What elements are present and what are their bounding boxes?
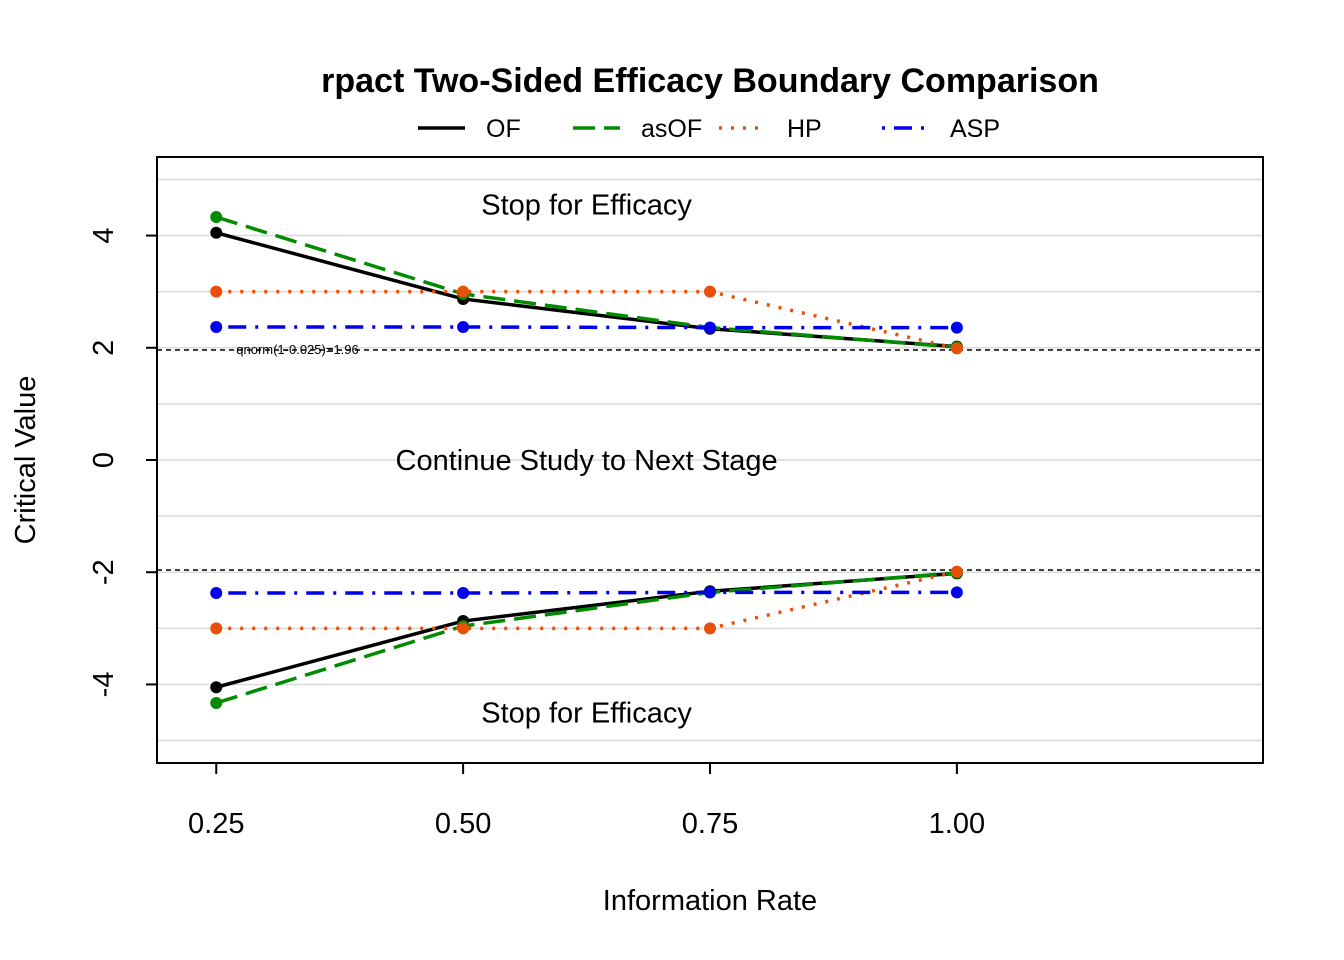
legend-item-asp: ASP <box>882 115 1000 143</box>
series-line-asp-lower <box>216 590 957 595</box>
legend: OF asOF HP ASP <box>418 115 1000 143</box>
series-line-asof-upper <box>215 215 958 349</box>
legend-item-asof: asOF <box>573 115 702 143</box>
legend-item-hp: HP <box>719 115 822 143</box>
legend-label-asof: asOF <box>641 115 702 143</box>
y-tick-label: -4 <box>88 672 120 698</box>
x-axis-label: Information Rate <box>603 885 817 917</box>
y-axis-label: Critical Value <box>10 376 42 545</box>
y-tick-label: -2 <box>88 559 120 585</box>
point-asp-lower <box>210 586 223 599</box>
series-hp <box>210 285 963 635</box>
x-tick-label: 0.50 <box>435 808 491 840</box>
legend-label-hp: HP <box>787 115 822 143</box>
point-hp-upper <box>704 285 716 298</box>
point-asof-lower <box>210 696 223 709</box>
point-hp-upper <box>210 285 223 298</box>
series-line-asof-lower <box>215 571 958 705</box>
y-tick-label: 4 <box>88 227 120 243</box>
series-line-of-upper <box>215 231 958 349</box>
reference-line-label: qnorm(1-0.025)=1.96 <box>236 342 359 357</box>
series-asp <box>210 321 963 599</box>
axes: 0.25 0.50 0.75 1.00 -4 -2 0 2 4 <box>88 227 985 840</box>
point-hp-lower <box>210 622 223 635</box>
x-tick-label: 0.25 <box>188 808 244 840</box>
point-hp-upper <box>457 285 470 298</box>
point-asp-lower <box>704 586 716 599</box>
x-tick-label: 0.75 <box>682 808 738 840</box>
y-tick-label: 2 <box>88 340 120 356</box>
point-asp-lower <box>457 586 470 599</box>
y-tick-label: 0 <box>88 452 120 468</box>
series-line-asp-upper <box>216 325 957 330</box>
reference-lines: qnorm(1-0.025)=1.96 <box>157 342 1263 571</box>
legend-label-of: OF <box>486 115 521 143</box>
legend-item-of: OF <box>418 115 521 143</box>
point-asp-upper <box>704 321 716 334</box>
point-of-lower <box>210 681 223 694</box>
region-label: Stop for Efficacy <box>481 698 692 730</box>
chart-title: rpact Two-Sided Efficacy Boundary Compar… <box>321 62 1099 100</box>
region-label: Continue Study to Next Stage <box>396 445 778 477</box>
point-asof-upper <box>210 211 223 224</box>
grid-lines <box>157 178 1263 742</box>
legend-label-asp: ASP <box>950 115 1000 143</box>
point-hp-lower <box>704 622 716 635</box>
series-line-of-lower <box>215 571 958 689</box>
point-asp-upper <box>210 321 223 334</box>
region-labels: Stop for Efficacy Continue Study to Next … <box>396 190 778 730</box>
region-label: Stop for Efficacy <box>481 190 692 222</box>
point-hp-lower <box>950 565 963 578</box>
point-asp-upper <box>950 321 963 334</box>
point-of-upper <box>210 226 223 239</box>
x-tick-label: 1.00 <box>929 808 985 840</box>
point-asp-lower <box>950 586 963 599</box>
series-layer <box>210 211 963 709</box>
point-hp-upper <box>950 342 963 355</box>
point-hp-lower <box>457 622 470 635</box>
point-asp-upper <box>457 321 470 334</box>
